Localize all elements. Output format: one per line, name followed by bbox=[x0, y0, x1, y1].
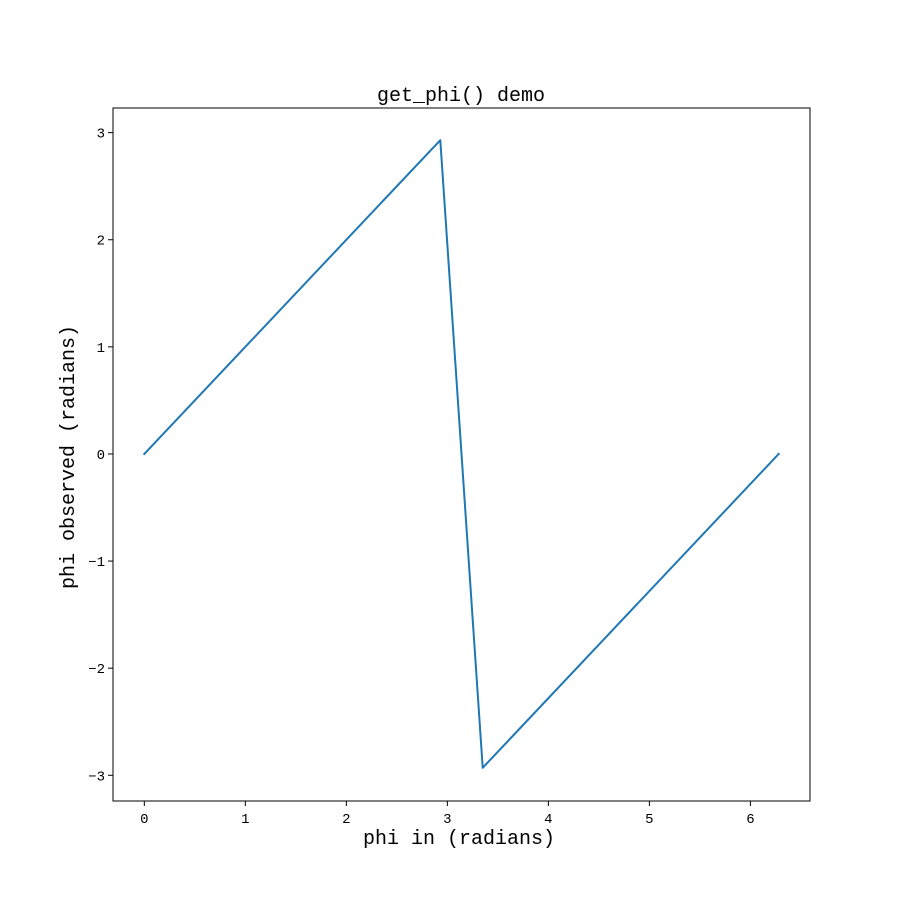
series-layer bbox=[142, 139, 781, 769]
series-line-0 bbox=[142, 139, 781, 769]
axes-frame bbox=[112, 107, 811, 802]
x-tick-label: 2 bbox=[342, 812, 350, 828]
y-tick-label: −1 bbox=[88, 555, 105, 571]
x-tick-label: 3 bbox=[443, 812, 451, 828]
x-axis-label: phi in (radians) bbox=[363, 828, 555, 851]
x-tick-label: 4 bbox=[544, 812, 552, 828]
x-tick-label: 1 bbox=[241, 812, 249, 828]
x-tick-label: 6 bbox=[746, 812, 754, 828]
x-axis-ticks: 0 1 2 3 4 5 6 bbox=[140, 801, 755, 828]
x-tick-label: 0 bbox=[140, 812, 148, 828]
y-tick-label: −2 bbox=[88, 662, 105, 678]
chart-title: get_phi() demo bbox=[377, 85, 545, 108]
y-tick-label: 0 bbox=[97, 448, 105, 464]
plot-area: 0 1 2 3 4 5 6 3 2 1 0 −1 −2 −3 bbox=[88, 107, 811, 828]
y-tick-label: −3 bbox=[88, 769, 105, 785]
y-axis-ticks: 3 2 1 0 −1 −2 −3 bbox=[88, 127, 113, 785]
y-tick-label: 1 bbox=[97, 341, 105, 357]
y-tick-label: 2 bbox=[97, 234, 105, 250]
y-axis-label: phi observed (radians) bbox=[58, 325, 81, 589]
y-tick-label: 3 bbox=[97, 127, 105, 143]
x-tick-label: 5 bbox=[645, 812, 653, 828]
